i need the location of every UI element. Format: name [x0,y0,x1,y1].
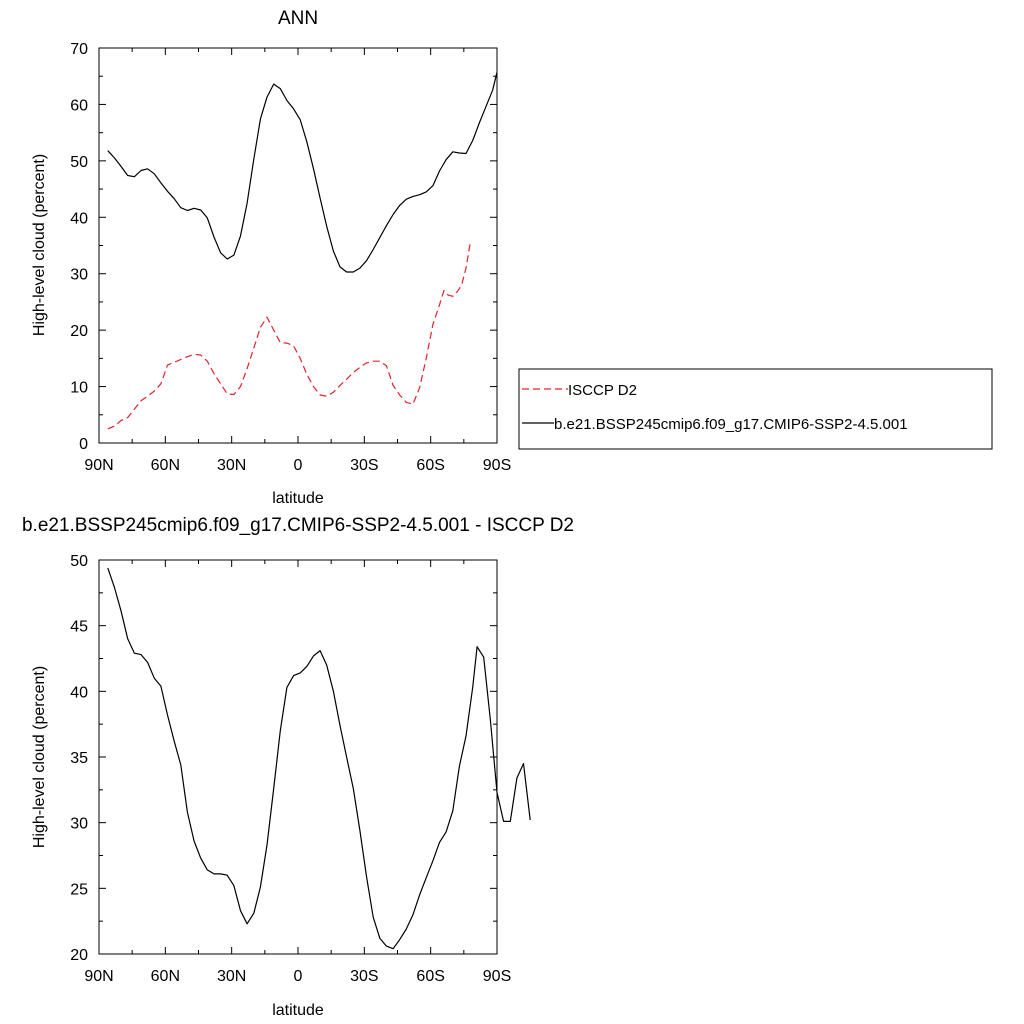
legend-box [518,368,993,450]
top-series-line-1 [107,72,498,273]
bottom-x-tick-label: 60S [416,968,444,985]
bottom-y-tick-label: 30 [70,816,88,833]
bottom-y-tick-label: 40 [70,684,88,701]
top-x-tick-label: 30S [350,457,378,474]
bottom-chart-title: b.e21.BSSP245cmip6.f09_g17.CMIP6-SSP2-4.… [22,515,574,536]
bottom-x-tick-label: 90N [84,968,113,985]
top-series-line-0 [107,241,472,430]
top-x-tick-label: 60N [151,457,180,474]
top-x-tick-label: 30N [217,457,246,474]
bottom-y-tick-label: 35 [70,750,88,767]
top-y-tick-label: 30 [70,267,88,284]
bottom-x-tick-label: 30N [217,968,246,985]
bottom-x-tick-label: 0 [294,968,303,985]
bottom-y-tick-label: 50 [70,553,88,570]
bottom-y-axis-label: High-level cloud (percent) [31,666,48,848]
top-x-tick-label: 0 [294,457,303,474]
top-x-tick-label: 60S [416,457,444,474]
top-y-tick-label: 0 [79,436,88,453]
top-x-axis-label: latitude [272,490,324,507]
top-chart-title: ANN [278,8,318,29]
top-y-tick-label: 20 [70,323,88,340]
top-y-tick-label: 10 [70,380,88,397]
bottom-plot-frame [98,559,498,955]
bottom-x-tick-label: 60N [151,968,180,985]
bottom-panel: b.e21.BSSP245cmip6.f09_g17.CMIP6-SSP2-4.… [22,515,574,1019]
legend-label-model: b.e21.BSSP245cmip6.f09_g17.CMIP6-SSP2-4.… [554,416,908,433]
top-y-axis-label: High-level cloud (percent) [31,154,48,336]
bottom-x-tick-label: 30S [350,968,378,985]
bottom-x-axis-label: latitude [272,1002,324,1019]
top-y-tick-label: 60 [70,97,88,114]
bottom-y-tick-label: 45 [70,619,88,636]
top-panel: ANN 90N 60N 30N 0 30S 60S 90S 0 10 20 30 40 50 60 70 l… [31,8,511,507]
bottom-y-tick-label: 20 [70,947,88,964]
bottom-x-tick-label: 90S [483,968,511,985]
legend: ISCCP D2 b.e21.BSSP245cmip6.f09_g17.CMIP… [518,368,993,450]
bottom-series-line-0 [107,567,531,950]
top-plot-frame [98,47,498,444]
legend-label-isccp: ISCCP D2 [568,382,637,399]
top-y-tick-label: 40 [70,210,88,227]
top-y-tick-label: 70 [70,41,88,58]
bottom-y-tick-label: 25 [70,881,88,898]
top-x-tick-label: 90N [84,457,113,474]
top-x-tick-label: 90S [483,457,511,474]
top-y-tick-label: 50 [70,154,88,171]
